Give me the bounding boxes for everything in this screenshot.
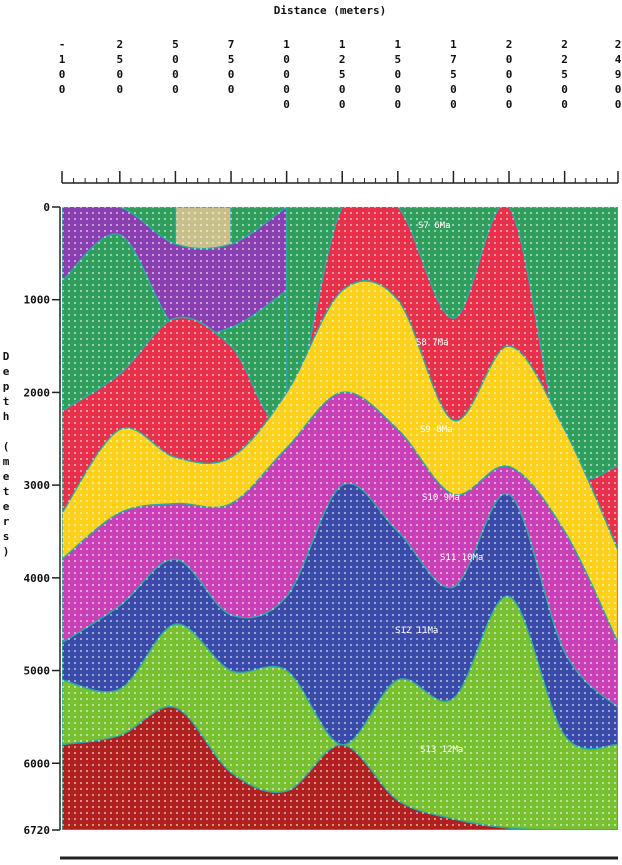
y-tick-label: 6000 xyxy=(24,757,51,770)
y-tick-label: 5000 xyxy=(24,665,51,678)
layer-annotation: S11 10Ma xyxy=(440,553,483,563)
x-tick-label: 12500 xyxy=(336,38,349,113)
y-axis-label: Depth (meters) xyxy=(0,350,13,560)
x-tick-label: 20000 xyxy=(503,38,516,113)
chart-title: Distance (meters) xyxy=(274,4,387,17)
x-tick-label: 5000 xyxy=(169,38,182,98)
y-tick-label: 4000 xyxy=(24,572,51,585)
layer-annotation: S7 6Ma xyxy=(418,221,451,231)
y-tick-label: 6720 xyxy=(24,824,51,837)
x-tick-label: 15000 xyxy=(391,38,404,113)
x-tick-label: 22500 xyxy=(558,38,571,113)
x-tick-label: -100 xyxy=(56,38,69,98)
x-tick-label: 10000 xyxy=(280,38,293,113)
x-tick-label: 7500 xyxy=(225,38,238,98)
y-tick-label: 0 xyxy=(43,201,50,214)
plot-area xyxy=(62,207,618,830)
x-tick-label: 2500 xyxy=(113,38,126,98)
layer-annotation: S13 12Ma xyxy=(420,745,463,755)
layer-annotation: S10 9Ma xyxy=(422,493,460,503)
y-tick-label: 3000 xyxy=(24,479,51,492)
y-tick-label: 1000 xyxy=(24,294,51,307)
y-tick-label: 2000 xyxy=(24,386,51,399)
texture xyxy=(62,207,618,830)
layer-annotation: S8 7Ma xyxy=(416,338,449,348)
x-tick-label: 17500 xyxy=(447,38,460,113)
x-tick-label: 24900 xyxy=(612,38,622,113)
layer-annotation: S9 8Ma xyxy=(420,425,453,435)
layer-annotation: S12 11Ma xyxy=(395,626,438,636)
